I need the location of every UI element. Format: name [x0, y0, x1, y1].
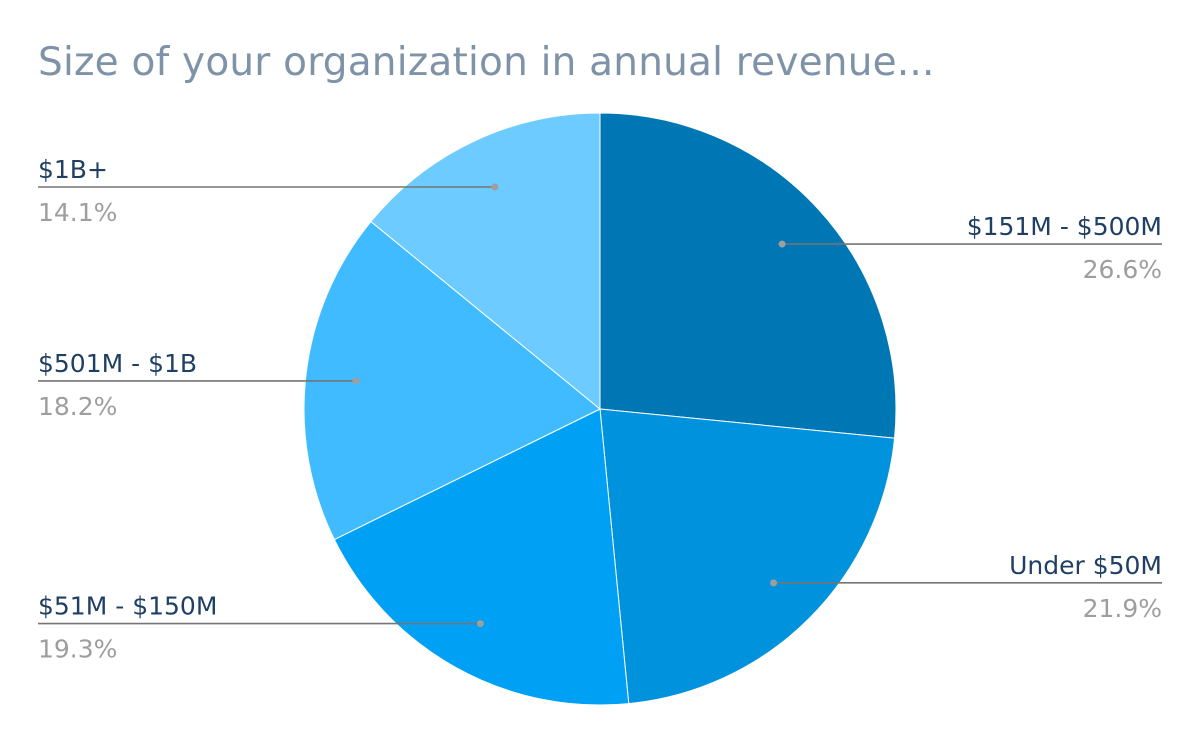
leader-dot-under-50m — [770, 579, 778, 587]
slice-label-151m-500m: $151M - $500M — [967, 212, 1162, 241]
leader-dot-1b — [491, 183, 499, 191]
slice-percent-1b: 14.1% — [38, 198, 117, 227]
slice-label-501m-1b: $501M - $1B — [38, 349, 197, 378]
pie-slice-151m-500m — [599, 112, 897, 439]
slice-percent-51m-150m: 19.3% — [38, 635, 117, 664]
leader-dot-501m-1b — [352, 377, 360, 385]
leader-dot-51m-150m — [476, 620, 484, 628]
pie-slice-501m-1b — [303, 220, 601, 541]
slice-percent-501m-1b: 18.2% — [38, 392, 117, 421]
slice-label-1b: $1B+ — [38, 155, 108, 184]
pie-slice-under-50m — [599, 408, 896, 705]
pie-slice-51m-150m — [333, 408, 630, 706]
chart-title: Size of your organization in annual reve… — [38, 40, 935, 85]
slice-label-under-50m: Under $50M — [1009, 551, 1162, 580]
slice-label-51m-150m: $51M - $150M — [38, 592, 217, 621]
slice-percent-under-50m: 21.9% — [1083, 594, 1162, 623]
leader-dot-151m-500m — [778, 240, 786, 248]
slice-percent-151m-500m: 26.6% — [1083, 255, 1162, 284]
